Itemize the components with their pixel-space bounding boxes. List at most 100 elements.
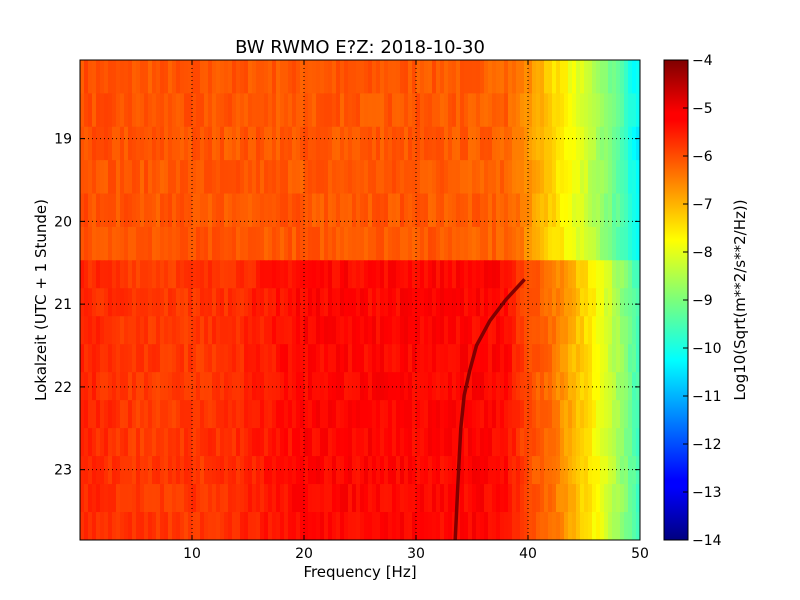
heatmap-cell [212, 344, 217, 373]
heatmap-cell [392, 93, 397, 128]
heatmap-cell [476, 193, 481, 228]
heatmap-cell [372, 260, 377, 289]
heatmap-cell [144, 226, 149, 261]
heatmap-cell [108, 456, 113, 485]
heatmap-cell [464, 226, 469, 261]
heatmap-cell [284, 344, 289, 373]
heatmap-cell [628, 60, 633, 94]
heatmap-cell [548, 160, 553, 195]
heatmap-cell [224, 160, 229, 195]
heatmap-cell [632, 288, 637, 317]
heatmap-cell [388, 160, 393, 195]
heatmap-cell [196, 93, 201, 128]
heatmap-cell [152, 226, 157, 261]
heatmap-cell [520, 93, 525, 128]
heatmap-cell [536, 60, 541, 94]
heatmap-cell [320, 400, 325, 429]
heatmap-cell [436, 456, 441, 485]
heatmap-cell [268, 260, 273, 289]
heatmap-cell [568, 484, 573, 513]
heatmap-cell [384, 193, 389, 228]
heatmap-cell [492, 400, 497, 429]
heatmap-cell [636, 160, 640, 195]
heatmap-cell [596, 126, 601, 161]
heatmap-cell [616, 316, 621, 345]
heatmap-cell [368, 400, 373, 429]
heatmap-cell [388, 126, 393, 161]
heatmap-cell [552, 512, 557, 540]
heatmap-cell [184, 512, 189, 540]
heatmap-cell [396, 226, 401, 261]
heatmap-cell [568, 60, 573, 94]
heatmap-cell [504, 372, 509, 401]
heatmap-cell [140, 316, 145, 345]
heatmap-cell [180, 126, 185, 161]
heatmap-cell [188, 288, 193, 317]
heatmap-cell [304, 193, 309, 228]
heatmap-cell [556, 193, 561, 228]
heatmap-cell [352, 344, 357, 373]
heatmap-cell [612, 193, 617, 228]
heatmap-cell [488, 288, 493, 317]
heatmap-cell [168, 260, 173, 289]
heatmap-cell [540, 316, 545, 345]
heatmap-cell [592, 193, 597, 228]
heatmap-cell [296, 93, 301, 128]
heatmap-cell [292, 512, 297, 540]
heatmap-cell [88, 428, 93, 457]
heatmap-cell [224, 93, 229, 128]
heatmap-cell [404, 484, 409, 513]
heatmap-cell [232, 456, 237, 485]
heatmap-cell [188, 193, 193, 228]
heatmap-cell [280, 316, 285, 345]
heatmap-cell [124, 428, 129, 457]
heatmap-cell [376, 60, 381, 94]
heatmap-cell [164, 288, 169, 317]
heatmap-cell [532, 193, 537, 228]
heatmap-cell [140, 428, 145, 457]
heatmap-cell [456, 160, 461, 195]
heatmap-cell [372, 372, 377, 401]
heatmap-cell [176, 193, 181, 228]
heatmap-cell [136, 400, 141, 429]
heatmap-cell [404, 316, 409, 345]
heatmap-cell [448, 93, 453, 128]
heatmap-cell [180, 288, 185, 317]
heatmap-cell [272, 126, 277, 161]
heatmap-cell [108, 160, 113, 195]
heatmap-cell [308, 193, 313, 228]
heatmap-cell [620, 512, 625, 540]
heatmap-cell [444, 60, 449, 94]
heatmap-cell [268, 60, 273, 94]
heatmap-cell [300, 372, 305, 401]
heatmap-cell [584, 372, 589, 401]
heatmap-cell [272, 260, 277, 289]
heatmap-cell [428, 226, 433, 261]
heatmap-cell [320, 316, 325, 345]
heatmap-cell [612, 344, 617, 373]
heatmap-cell [204, 512, 209, 540]
y-axis-label: Lokalzeit (UTC + 1 Stunde) [32, 199, 50, 401]
heatmap-cell [496, 372, 501, 401]
heatmap-cell [632, 372, 637, 401]
heatmap-cell [152, 126, 157, 161]
heatmap-cell [632, 160, 637, 195]
heatmap-cell [576, 512, 581, 540]
heatmap-cell [112, 160, 117, 195]
heatmap-cell [408, 126, 413, 161]
heatmap-cell [280, 160, 285, 195]
heatmap-cell [272, 456, 277, 485]
heatmap-cell [200, 160, 205, 195]
heatmap-cell [604, 400, 609, 429]
heatmap-cell [484, 288, 489, 317]
heatmap-cell [152, 428, 157, 457]
heatmap-cell [180, 456, 185, 485]
heatmap-cell [280, 372, 285, 401]
heatmap-cell [632, 60, 637, 94]
heatmap-cell [88, 60, 93, 94]
heatmap-cell [216, 456, 221, 485]
heatmap-cell [416, 400, 421, 429]
heatmap-cell [512, 316, 517, 345]
heatmap-cell [496, 316, 501, 345]
heatmap-cell [144, 400, 149, 429]
